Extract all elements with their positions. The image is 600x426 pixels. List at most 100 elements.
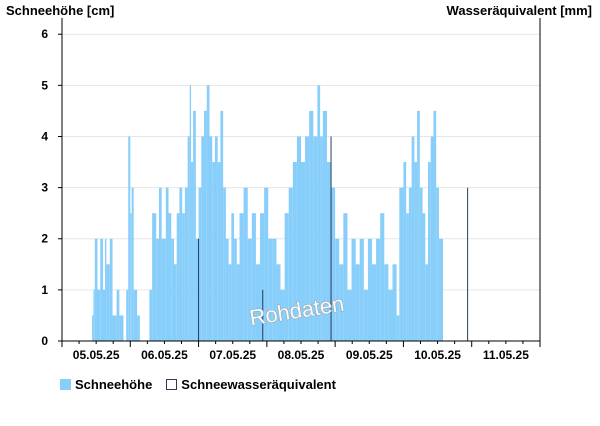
- snow-bar: [112, 315, 117, 341]
- snow-bar: [165, 187, 169, 341]
- snow-bar: [131, 187, 134, 341]
- x-tick-labels: 05.05.25 06.05.25 07.05.25 08.05.25 09.05.25…: [73, 348, 529, 362]
- snow-bar: [411, 136, 415, 341]
- snow-bar: [217, 162, 221, 341]
- y-axis-title-right: Wasseräquivalent [mm]: [447, 3, 592, 18]
- y-axis-title-left: Schneehöhe [cm]: [6, 3, 114, 18]
- snow-bar: [126, 289, 129, 341]
- snow-bar: [92, 315, 94, 341]
- snow-bar: [339, 264, 344, 341]
- snow-bar: [133, 289, 138, 341]
- snow-bar: [201, 136, 205, 341]
- snow-bar: [406, 213, 409, 341]
- y-tick-label-6: 6: [41, 27, 48, 41]
- y-tick-label-4: 4: [41, 129, 48, 143]
- snow-bar: [363, 289, 368, 341]
- legend-swatch-snow: [60, 379, 71, 390]
- snow-bar: [179, 187, 183, 341]
- y-tick-label-3: 3: [41, 181, 48, 195]
- snow-bar: [251, 213, 256, 341]
- y-tick-labels: 0 1 2 3 4 5 6: [41, 27, 48, 348]
- snow-bar: [223, 187, 226, 341]
- snow-bar: [214, 136, 218, 341]
- snow-bar: [351, 238, 356, 341]
- snow-bar: [220, 110, 224, 341]
- snow-bar: [168, 213, 172, 341]
- snow-bar: [191, 162, 194, 341]
- snow-bar: [149, 289, 153, 341]
- legend: Schneehöhe Schneewasseräquivalent: [60, 377, 350, 392]
- snow-bar: [343, 213, 348, 341]
- snow-bar: [93, 289, 95, 341]
- snow-bar: [102, 289, 106, 341]
- snow-bar: [212, 162, 215, 341]
- snow-bar: [184, 187, 188, 341]
- snow-bar: [109, 238, 113, 341]
- snow-bar: [187, 136, 190, 341]
- snow-bar: [376, 238, 381, 341]
- snow-bar: [268, 238, 273, 341]
- snow-bar: [296, 136, 301, 341]
- y-tick-label-2: 2: [41, 232, 48, 246]
- snow-bar: [116, 289, 120, 341]
- snow-bar: [347, 289, 352, 341]
- snow-bar: [408, 187, 412, 341]
- y-tick-label-0: 0: [41, 334, 48, 348]
- snow-bar: [422, 213, 426, 341]
- snow-bar: [176, 213, 180, 341]
- snow-bar: [355, 264, 360, 341]
- snow-bar: [331, 187, 336, 341]
- snow-bar: [276, 264, 281, 341]
- snow-bar: [372, 264, 377, 341]
- snow-bar: [322, 110, 327, 341]
- snow-bar: [280, 289, 285, 341]
- snow-bar: [367, 238, 373, 341]
- snow-bar: [384, 264, 389, 341]
- snow-bar: [171, 238, 174, 341]
- legend-swatch-swe: [166, 379, 178, 390]
- snow-bar: [436, 187, 439, 341]
- snow-bar: [152, 213, 157, 341]
- snow-bar: [173, 264, 177, 341]
- snow-bar: [130, 213, 132, 341]
- snow-bar: [161, 238, 166, 341]
- snow-bar: [228, 264, 232, 341]
- snow-bar: [326, 162, 332, 341]
- snow-bar: [380, 213, 385, 341]
- snow-bar: [403, 162, 407, 341]
- snow-bar: [94, 238, 98, 341]
- snow-bar: [359, 238, 364, 341]
- snow-bar: [317, 85, 321, 342]
- snow-bar: [288, 187, 293, 341]
- snow-bar: [272, 238, 277, 341]
- snow-bar: [425, 264, 429, 341]
- snow-bar: [320, 136, 323, 341]
- snow-bar: [428, 162, 431, 341]
- snow-bar: [301, 162, 306, 341]
- snow-bar: [182, 213, 185, 341]
- snow-bar: [189, 85, 192, 342]
- snow-bar: [156, 238, 159, 341]
- snow-bar: [158, 187, 162, 341]
- snow-bar: [97, 289, 101, 341]
- legend-label-swe: Schneewasseräquivalent: [181, 377, 336, 392]
- legend-item-swe: Schneewasseräquivalent: [166, 377, 336, 392]
- snow-bar: [396, 315, 400, 341]
- x-tick-label-3: 08.05.25: [278, 348, 325, 362]
- snow-bar: [193, 110, 196, 341]
- snow-bar: [209, 136, 213, 341]
- x-tick-label-2: 07.05.25: [209, 348, 256, 362]
- snow-bar: [239, 213, 244, 341]
- snow-bar: [234, 238, 237, 341]
- snow-bar: [392, 264, 397, 341]
- axes: [58, 18, 541, 347]
- x-tick-label-4: 09.05.25: [346, 348, 393, 362]
- x-tick-label-5: 10.05.25: [414, 348, 461, 362]
- snow-bar: [399, 187, 404, 341]
- snow-bar: [414, 162, 418, 341]
- snow-bar: [260, 213, 265, 341]
- snow-bar: [419, 187, 423, 341]
- snow-bar: [100, 238, 103, 341]
- snow-bar: [225, 238, 229, 341]
